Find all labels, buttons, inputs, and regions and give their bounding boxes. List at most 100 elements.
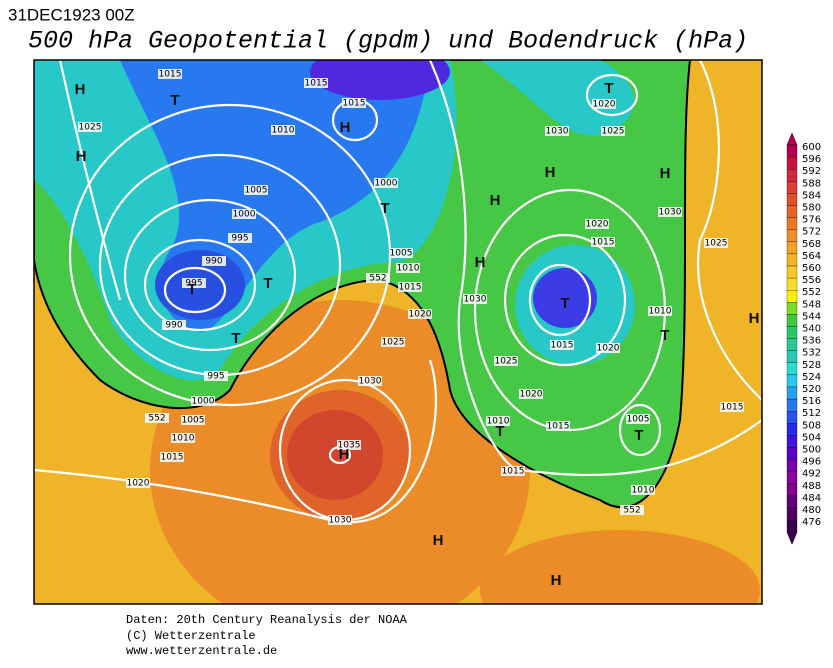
label-bg [228,233,252,243]
pressure-center: T [187,281,196,298]
scale-cell [786,495,798,509]
isobar-label: 552 [369,274,386,284]
isobar-label: 1015 [399,283,422,293]
pressure-center: H [76,148,87,165]
isobar-label: 1005 [390,249,413,259]
label-bg [337,440,361,450]
label-bg [202,256,226,266]
scale-label: 544 [802,311,821,322]
isobar-label: 1015 [159,70,182,80]
label-bg [244,185,268,195]
isobar-label: 1020 [409,310,432,320]
isobar-label: 1020 [597,344,620,354]
label-bg [328,515,352,525]
isobar-label: 1030 [659,208,682,218]
footer-line: www.wetterzentrale.de [126,644,277,658]
isobar-label: 1030 [329,516,352,526]
pressure-center: H [433,532,444,549]
scale-label: 572 [802,227,821,238]
scale-cell [786,193,798,206]
pressure-center: H [339,446,350,463]
scale-cell [786,386,798,400]
scale-label: 580 [802,203,821,214]
isobar-label: 995 [231,234,248,244]
scale-label: 504 [802,432,821,443]
scale-cell [786,253,798,267]
scale-cell [786,302,798,315]
isobar-label: 995 [207,372,224,382]
label-bg [494,356,518,366]
label-bg [519,389,543,399]
scale-cell [786,423,798,436]
scale-cell [786,338,798,351]
label-bg [596,343,620,353]
pressure-center: T [560,295,569,312]
label-bg [342,98,366,108]
scale-label: 556 [802,275,821,286]
label-bg [545,126,569,136]
isobar-label: 1015 [547,422,570,432]
isobar-label: 1010 [632,486,655,496]
scale-cell [786,519,798,533]
pressure-center: T [604,80,613,97]
scale-label: 548 [802,299,821,310]
scale-cell [786,314,798,327]
label-bg [592,99,616,109]
scale-label: 600 [802,142,821,153]
scale-label: 512 [802,408,821,419]
isobar-label: 1010 [487,417,510,427]
isobar-label: 1020 [520,390,543,400]
label-bg [626,414,650,424]
scale-label: 560 [802,263,821,274]
isobar-label: 1020 [593,100,616,110]
map-frame [33,59,763,605]
isobar-label: 1015 [502,467,525,477]
pressure-center: T [380,200,389,217]
isobar-label: 1015 [305,79,328,89]
pressure-center: T [170,92,179,109]
label-bg [126,478,150,488]
pressure-center: T [263,275,272,292]
pressure-center: T [660,327,669,344]
label-bg [486,416,510,426]
isobar-label: 1010 [172,434,195,444]
scale-label: 496 [802,457,821,468]
scale-label: 536 [802,336,821,347]
scale-label: 516 [802,396,821,407]
label-bg [591,237,615,247]
scale-cell [786,181,798,194]
scale-label: 592 [802,166,821,177]
isobar-label: 990 [205,257,222,267]
scale-cell [786,156,798,170]
label-bg [162,320,186,330]
scale-cell [786,277,798,291]
scale-cell [786,217,798,230]
label-bg [463,294,487,304]
label-bg [720,402,744,412]
scale-label: 488 [802,481,821,492]
scale-label: 596 [802,154,821,165]
map-labels: 1015 1015 1015 1025 1010 1020 1030 1025 1005 1000… [75,69,760,589]
scale-label: 564 [802,251,821,262]
label-bg [501,466,525,476]
title: 500 hPa Geopotential (gpdm) und Bodendru… [28,27,748,56]
isobar-label: 1025 [705,239,728,249]
isobar-label: 1010 [397,264,420,274]
scale-label: 500 [802,445,821,456]
scale-cell [786,144,798,158]
scale-cell [786,398,798,412]
label-bg [271,125,295,135]
label-bg [304,78,328,88]
pressure-center: H [749,310,760,327]
label-bg [381,337,405,347]
label-bg [374,178,398,188]
isobar-label: 1025 [495,357,518,367]
label-bg [546,421,570,431]
scale-cell [786,411,798,424]
isobar-label: 552 [623,506,640,516]
isobar-label: 1010 [272,126,295,136]
scale-cell [786,447,798,460]
scale-label: 492 [802,469,821,480]
